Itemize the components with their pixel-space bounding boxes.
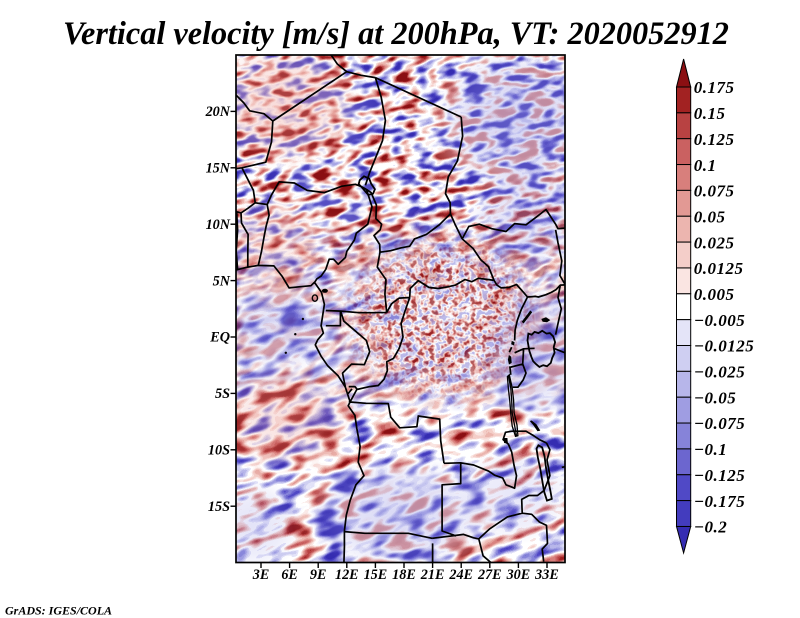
- svg-text:12E: 12E: [335, 567, 359, 583]
- svg-text:27E: 27E: [477, 567, 502, 583]
- svg-text:0.0125: 0.0125: [694, 259, 744, 278]
- svg-text:33E: 33E: [534, 567, 559, 583]
- svg-text:3E: 3E: [252, 567, 270, 583]
- svg-text:−0.05: −0.05: [694, 388, 737, 407]
- svg-text:GrADS: IGES/COLA: GrADS: IGES/COLA: [5, 604, 112, 618]
- svg-text:21E: 21E: [420, 567, 445, 583]
- svg-text:5S: 5S: [215, 386, 230, 402]
- svg-text:9E: 9E: [310, 567, 327, 583]
- svg-text:−0.175: −0.175: [694, 492, 746, 511]
- svg-text:30E: 30E: [506, 567, 531, 583]
- svg-text:0.005: 0.005: [694, 285, 735, 304]
- svg-text:10N: 10N: [206, 217, 231, 233]
- svg-text:24E: 24E: [448, 567, 473, 583]
- svg-text:5N: 5N: [213, 273, 231, 289]
- svg-text:0.1: 0.1: [694, 156, 717, 175]
- svg-text:15S: 15S: [208, 499, 230, 515]
- svg-text:0.15: 0.15: [694, 104, 726, 123]
- svg-text:0.175: 0.175: [694, 78, 735, 97]
- svg-text:−0.075: −0.075: [694, 414, 746, 433]
- svg-text:18E: 18E: [392, 567, 416, 583]
- svg-text:−0.0125: −0.0125: [694, 337, 755, 356]
- svg-text:10S: 10S: [208, 443, 230, 459]
- svg-text:−0.005: −0.005: [694, 311, 746, 330]
- svg-text:0.075: 0.075: [694, 182, 735, 201]
- svg-text:6E: 6E: [281, 567, 298, 583]
- svg-text:−0.125: −0.125: [694, 466, 746, 485]
- svg-text:0.025: 0.025: [694, 233, 735, 252]
- svg-text:0.125: 0.125: [694, 130, 735, 149]
- svg-text:−0.025: −0.025: [694, 363, 746, 382]
- svg-text:15N: 15N: [206, 161, 231, 177]
- svg-text:−0.2: −0.2: [694, 518, 728, 537]
- svg-text:15E: 15E: [364, 567, 388, 583]
- svg-text:EQ: EQ: [209, 330, 230, 346]
- svg-text:20N: 20N: [205, 104, 231, 120]
- svg-text:−0.1: −0.1: [694, 440, 728, 459]
- svg-text:0.05: 0.05: [694, 207, 726, 226]
- svg-text:Vertical velocity [m/s] at 200: Vertical velocity [m/s] at 200hPa, VT: 2…: [63, 15, 729, 51]
